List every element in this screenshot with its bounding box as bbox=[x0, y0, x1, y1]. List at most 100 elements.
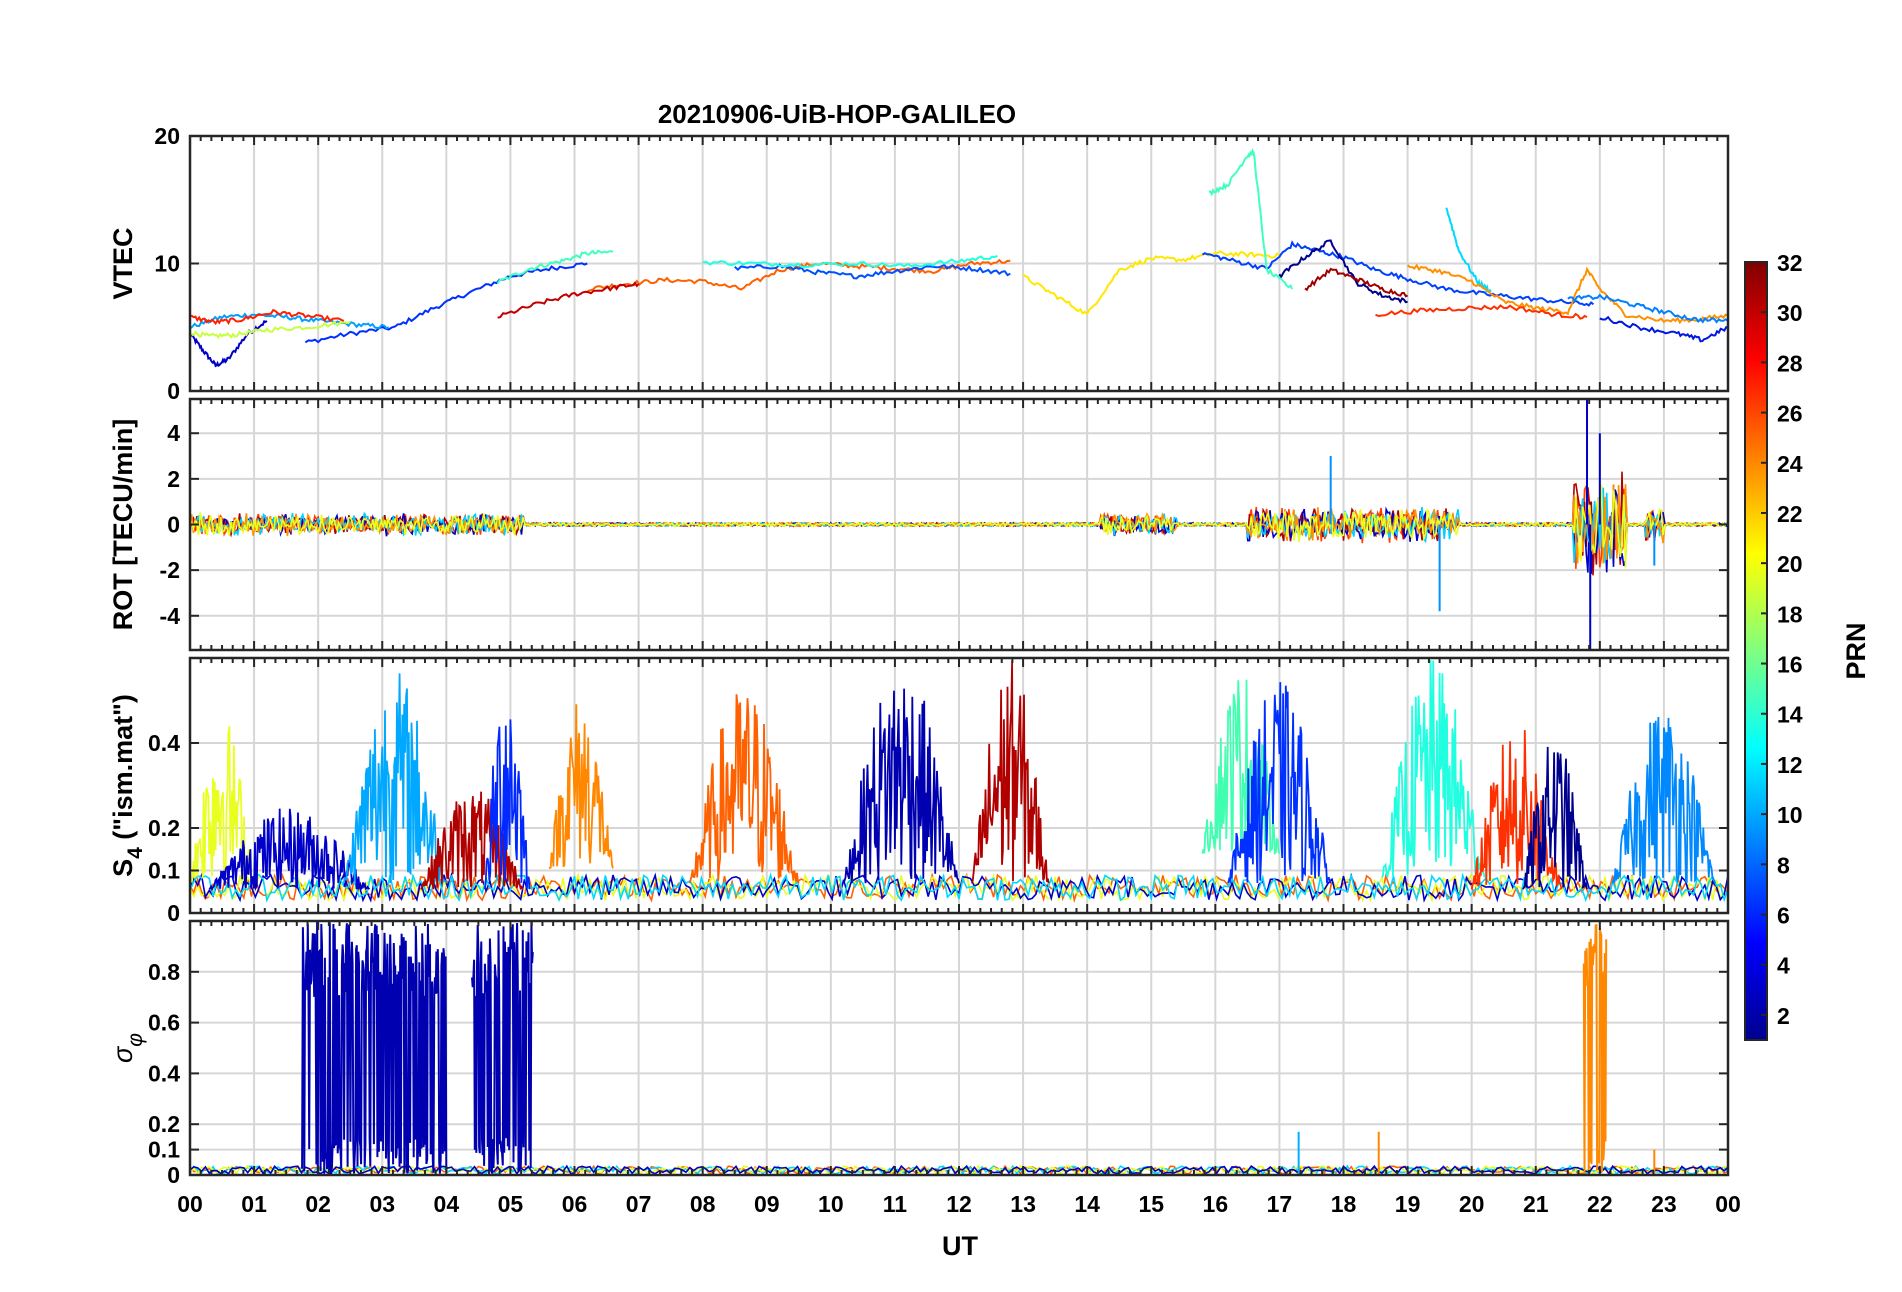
x-tick-label: 20 bbox=[1459, 1191, 1485, 1217]
y-tick-label: 0.1 bbox=[148, 1137, 180, 1163]
x-tick-label: 00 bbox=[177, 1191, 203, 1217]
vtec-series-line bbox=[190, 312, 390, 330]
y-axis-label: ROT [TECU/min] bbox=[108, 419, 138, 630]
x-tick-label: 00 bbox=[1715, 1191, 1741, 1217]
vtec-series-line bbox=[1278, 239, 1408, 304]
y-tick-label: 0 bbox=[167, 900, 180, 926]
x-axis-label: UT bbox=[942, 1231, 978, 1261]
y-tick-label: -2 bbox=[160, 557, 180, 583]
colorbar-tick-label: 6 bbox=[1777, 903, 1790, 929]
x-tick-label: 22 bbox=[1587, 1191, 1613, 1217]
colorbar-tick-label: 24 bbox=[1777, 451, 1803, 477]
y-tick-label: 0.1 bbox=[148, 858, 180, 884]
panel-sigma-phi: 00.10.2 0.4 0.6 0.8 σφ bbox=[108, 919, 1730, 1188]
x-tick-label: 15 bbox=[1138, 1191, 1164, 1217]
sigma-burst bbox=[301, 921, 448, 1175]
vtec-series-line bbox=[1567, 293, 1728, 324]
y-axis-label: VTEC bbox=[108, 227, 138, 299]
x-tick-label: 05 bbox=[498, 1191, 524, 1217]
x-tick-label: 19 bbox=[1395, 1191, 1421, 1217]
sigma-burst bbox=[471, 921, 534, 1174]
s4-prn-segment bbox=[548, 704, 614, 870]
y-tick-label: 0 bbox=[167, 378, 180, 404]
colorbar-tick-label: 32 bbox=[1777, 250, 1803, 276]
colorbar-tick-label: 4 bbox=[1777, 953, 1790, 979]
y-tick-label: 0.4 bbox=[148, 730, 180, 756]
colorbar-tick-label: 16 bbox=[1777, 652, 1803, 678]
s4-prn-segment bbox=[1611, 716, 1717, 884]
colorbar-tick-label: 2 bbox=[1777, 1003, 1790, 1029]
y-tick-label: 0.2 bbox=[148, 815, 180, 841]
vtec-series-line bbox=[1375, 304, 1588, 320]
colorbar-tick-label: 20 bbox=[1777, 551, 1803, 577]
x-tick-label: 10 bbox=[818, 1191, 844, 1217]
x-tick-label: 04 bbox=[434, 1191, 460, 1217]
y-tick-label: 20 bbox=[154, 123, 180, 149]
y-tick-label: 0.2 bbox=[148, 1111, 180, 1137]
colorbar-label: PRN bbox=[1841, 622, 1871, 679]
vtec-series-line bbox=[702, 254, 998, 269]
vtec-series-line bbox=[1022, 250, 1281, 316]
x-tick-label: 23 bbox=[1651, 1191, 1677, 1217]
y-tick-label: 0 bbox=[167, 512, 180, 538]
y-tick-label: 0.6 bbox=[148, 1010, 180, 1036]
y-tick-label: -4 bbox=[160, 603, 181, 629]
x-tick-label: 18 bbox=[1331, 1191, 1357, 1217]
colorbar-tick-label: 22 bbox=[1777, 501, 1803, 527]
s4-background-trace bbox=[190, 872, 1728, 903]
vtec-series-line bbox=[586, 258, 1011, 293]
s4-prn-segment bbox=[483, 719, 531, 890]
data-layer bbox=[190, 659, 1728, 904]
rot-series-line bbox=[190, 484, 1728, 568]
vtec-series-line bbox=[1406, 263, 1728, 325]
colorbar-tick-label: 14 bbox=[1777, 702, 1803, 728]
colorbar-tick-label: 18 bbox=[1777, 601, 1803, 627]
colorbar bbox=[1744, 261, 1768, 1041]
y-tick-label: 2 bbox=[167, 466, 180, 492]
vtec-series-line bbox=[304, 262, 588, 344]
vtec-series-line bbox=[497, 281, 640, 319]
s4-prn-segment bbox=[1522, 746, 1588, 890]
vtec-series-line bbox=[190, 308, 345, 326]
x-tick-label: 21 bbox=[1523, 1191, 1549, 1217]
vtec-series-line bbox=[1445, 207, 1492, 294]
s4-prn-segment bbox=[1381, 659, 1486, 878]
x-tick-label: 03 bbox=[369, 1191, 395, 1217]
s4-prn-segment bbox=[842, 688, 960, 884]
y-tick-label: 10 bbox=[154, 251, 180, 277]
data-layer bbox=[190, 147, 1728, 368]
y-axis-label: S4 ("ism.mat") bbox=[108, 694, 147, 877]
s4-prn-segment bbox=[1227, 682, 1332, 884]
vtec-series-line bbox=[1304, 267, 1409, 298]
panel-vtec: 0 10 20 VTEC bbox=[108, 123, 1730, 404]
panel-rot: -4 -2 0 2 4 ROT [TECU/min] bbox=[108, 397, 1730, 652]
x-tick-label: 13 bbox=[1010, 1191, 1036, 1217]
x-tick-label: 01 bbox=[241, 1191, 267, 1217]
y-tick-label: 0 bbox=[167, 1162, 180, 1188]
x-tick-label: 09 bbox=[754, 1191, 780, 1217]
s4-prn-segment bbox=[208, 808, 371, 892]
x-tick-label: 16 bbox=[1203, 1191, 1229, 1217]
s4-prn-segment bbox=[1470, 730, 1563, 890]
sigma-burst bbox=[1582, 923, 1608, 1174]
colorbar-tick-label: 10 bbox=[1777, 802, 1803, 828]
s4-prn-segment bbox=[689, 694, 800, 884]
x-tick-label: 12 bbox=[946, 1191, 972, 1217]
x-tick-label: 06 bbox=[562, 1191, 588, 1217]
x-tick-label: 17 bbox=[1267, 1191, 1293, 1217]
colorbar-tick-label: 26 bbox=[1777, 401, 1803, 427]
vtec-series-line bbox=[496, 249, 614, 284]
y-tick-label: 4 bbox=[167, 420, 180, 446]
colorbar-tick-label: 8 bbox=[1777, 852, 1790, 878]
data-layer bbox=[190, 399, 1728, 650]
y-tick-label: 0.8 bbox=[148, 959, 180, 985]
s4-prn-segment bbox=[970, 660, 1050, 884]
panel-s4: 0 0.1 0.2 0.4S4 ("ism.mat") bbox=[108, 656, 1730, 926]
x-tick-label: 02 bbox=[305, 1191, 331, 1217]
x-tick-label: 14 bbox=[1074, 1191, 1100, 1217]
y-tick-label: 0.4 bbox=[148, 1060, 180, 1086]
vtec-series-line bbox=[1208, 147, 1294, 290]
x-tick-label: 11 bbox=[883, 1191, 908, 1217]
y-axis-label: σφ bbox=[108, 1033, 147, 1063]
